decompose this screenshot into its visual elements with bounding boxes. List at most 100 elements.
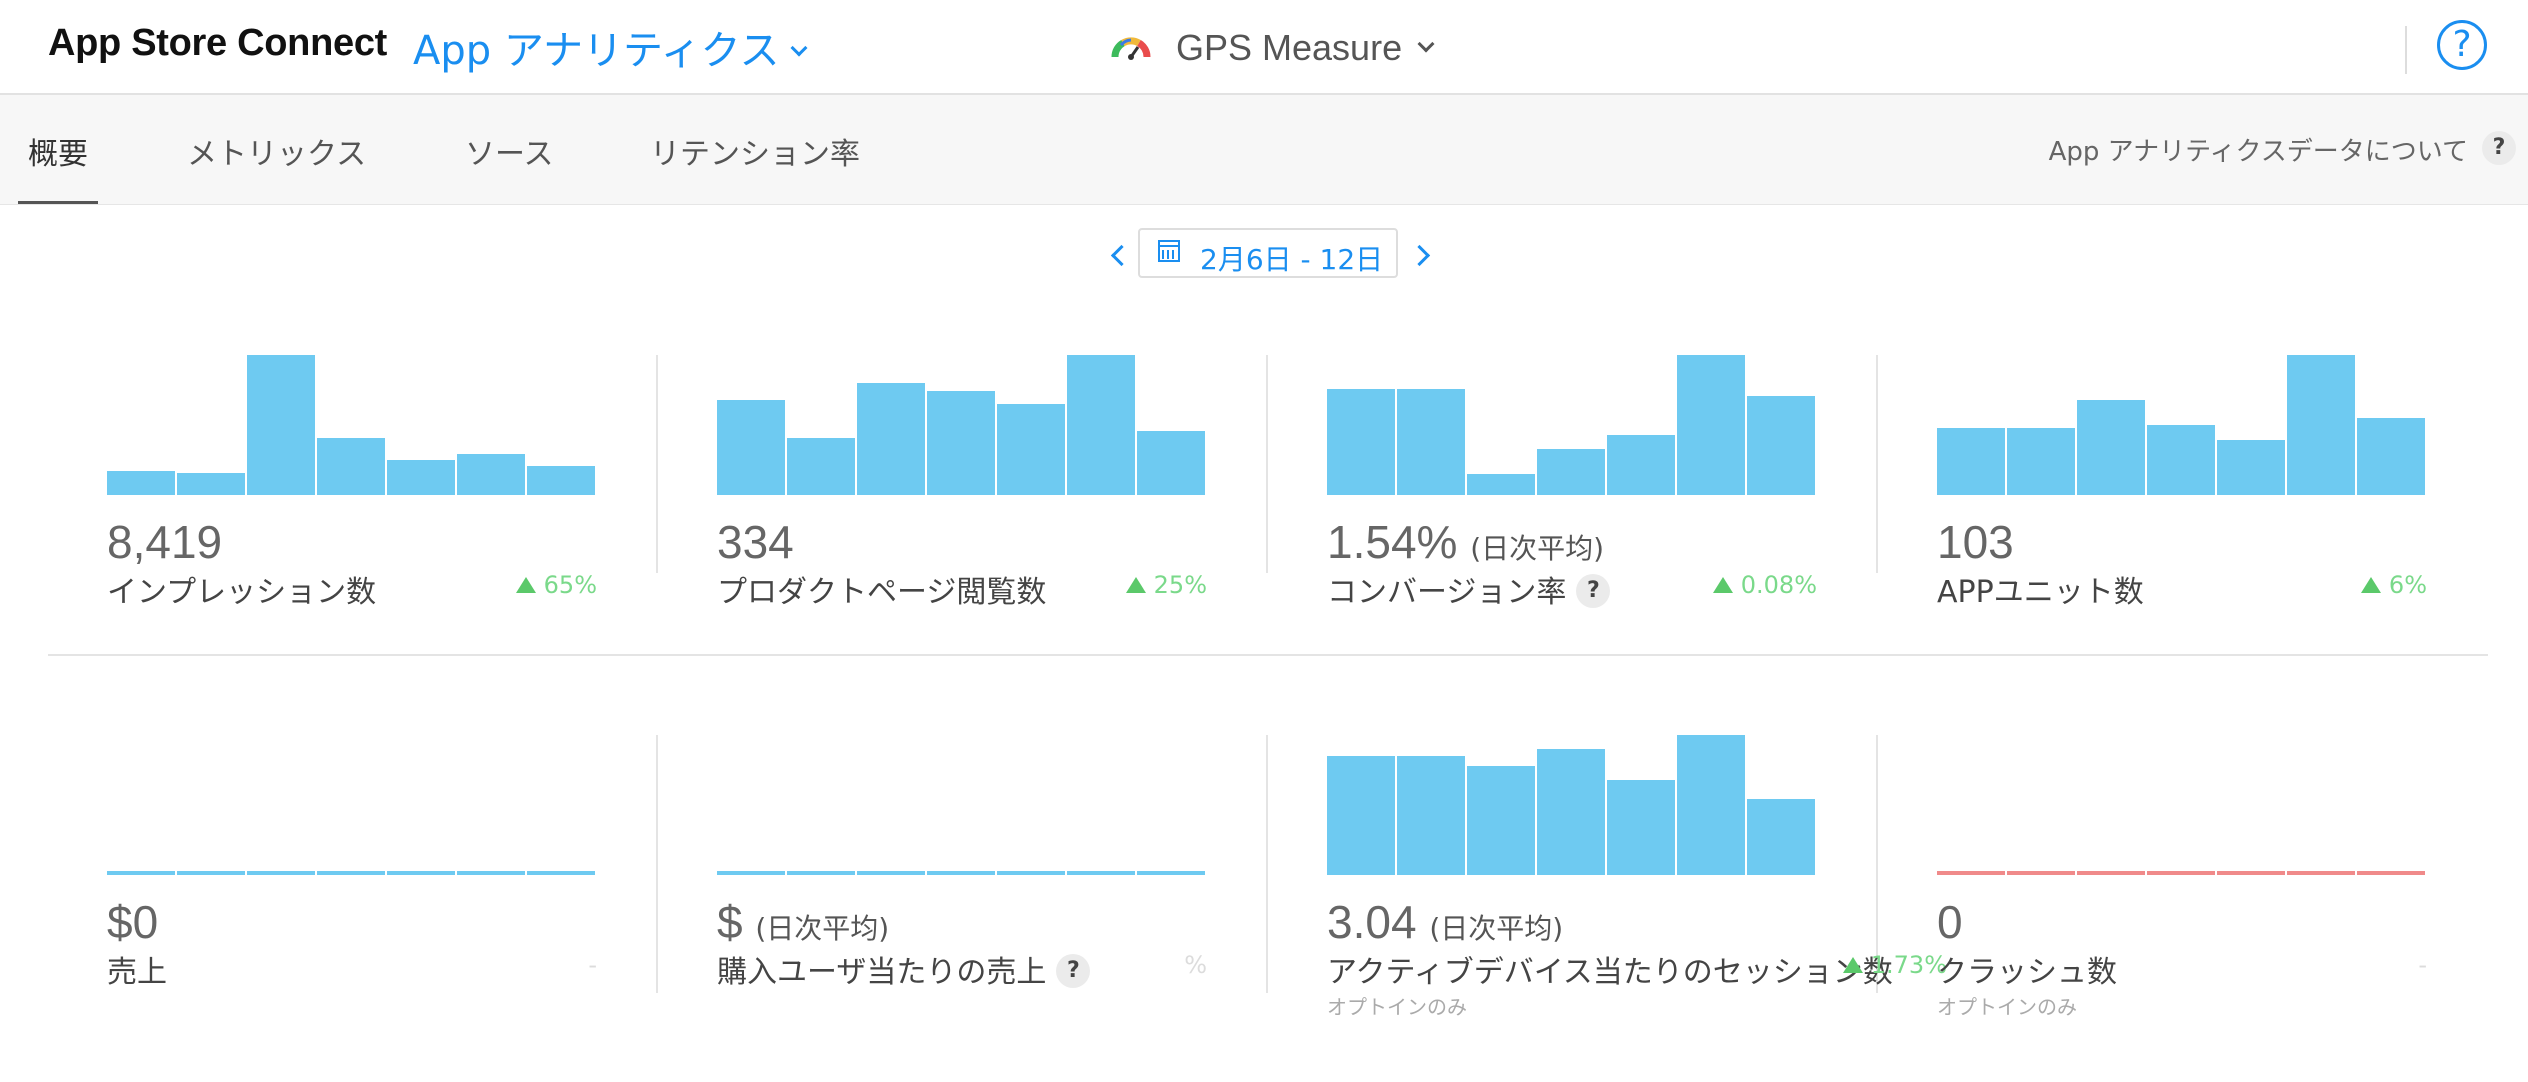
metric-impressions[interactable]: 8,419 インプレッション数 65% [107,355,627,635]
chart-bar[interactable] [787,438,855,495]
chart-bar[interactable] [1747,799,1815,875]
chart-bar-zero[interactable] [107,871,175,875]
chart-bar[interactable] [527,466,595,495]
chart-bar-zero[interactable] [857,871,925,875]
chart-bar[interactable] [457,454,525,495]
change-value: 1.73% [1870,951,1947,979]
change-value: 25% [1153,571,1207,599]
metric-app-units[interactable]: 103 APPユニット数 6% [1937,355,2457,635]
metric-sales[interactable]: $0 売上 - [107,735,627,1015]
app-units-label: APPユニット数 [1937,575,2144,610]
metric-product-page-views[interactable]: 334 プロダクトページ閲覧数 25% [717,355,1237,635]
crashes-value: 0 [1937,896,1963,948]
column-divider [656,355,658,573]
chart-bar[interactable] [1067,355,1135,495]
chart-bar-zero[interactable] [927,871,995,875]
chart-bar[interactable] [107,471,175,495]
value-qualifier: (日次平均) [755,912,890,945]
help-icon[interactable]: ? [1576,573,1611,608]
chart-bar[interactable] [2287,355,2355,495]
impressions-label: インプレッション数 [107,575,377,610]
chart-bar[interactable] [1607,435,1675,495]
chart-bar-zero[interactable] [2147,871,2215,875]
metric-crashes[interactable]: 0 クラッシュ数 - オプトインのみ [1937,735,2457,1019]
top-header: App Store Connect App アナリティクス GPS Measur… [0,0,2528,95]
column-divider [1266,735,1268,993]
change-value: 65% [543,571,597,599]
chart-bar[interactable] [1677,355,1745,495]
chart-bar[interactable] [247,355,315,495]
chart-bar[interactable] [1467,474,1535,495]
chart-bar-zero[interactable] [1067,871,1135,875]
chart-bar[interactable] [1467,766,1535,875]
chart-bar-zero[interactable] [387,871,455,875]
tab-metrics[interactable]: メトリックス [187,137,367,172]
chart-bar[interactable] [2357,418,2425,495]
chart-bar-zero[interactable] [717,871,785,875]
chart-bar[interactable] [1607,780,1675,875]
product-page-views-label: プロダクトページ閲覧数 [717,575,1047,610]
chart-bar[interactable] [1397,756,1465,875]
conversion-rate-value: 1.54% (日次平均) [1327,515,1604,569]
tab-retention[interactable]: リテンション率 [650,137,860,172]
column-divider [656,735,658,993]
chart-bar-zero[interactable] [2077,871,2145,875]
chart-bar-zero[interactable] [2217,871,2285,875]
previous-week-button[interactable] [1108,238,1132,272]
chart-bar[interactable] [1747,396,1815,495]
about-analytics-link[interactable]: App アナリティクスデータについて [2048,137,2468,167]
chart-bar[interactable] [2077,400,2145,495]
chart-bar-zero[interactable] [457,871,525,875]
date-range-label: 2月6日 - 12日 [1200,243,1384,276]
opt-in-note: オプトインのみ [1327,995,1467,1019]
chart-bar[interactable] [1397,389,1465,495]
about-help-icon[interactable]: ? [2482,131,2516,165]
help-icon[interactable]: ? [1056,953,1091,988]
chart-bar[interactable] [1327,756,1395,875]
chart-bar-zero[interactable] [2007,871,2075,875]
app-switcher[interactable]: GPS Measure [1110,24,1435,72]
chart-bar[interactable] [2147,425,2215,495]
chart-bar[interactable] [1537,449,1605,495]
chart-bar[interactable] [1937,428,2005,495]
metric-sales-per-paying-user[interactable]: $ (日次平均) 購入ユーザ当たりの売上? % [717,735,1237,1015]
brand-title[interactable]: App Store Connect [48,22,388,64]
chart-bar[interactable] [2217,440,2285,495]
tab-sources[interactable]: ソース [465,137,554,172]
chart-bar[interactable] [2007,428,2075,495]
chart-bar-zero[interactable] [527,871,595,875]
chart-bar-zero[interactable] [1137,871,1205,875]
chart-bar[interactable] [927,391,995,495]
chart-bar[interactable] [387,460,455,495]
chart-bar[interactable] [1677,735,1745,875]
metric-conversion-rate[interactable]: 1.54% (日次平均) コンバージョン率? 0.08% [1327,355,1847,635]
chart-bar[interactable] [717,400,785,495]
chart-bar[interactable] [857,383,925,495]
chart-bar-zero[interactable] [1937,871,2005,875]
chart-bar[interactable] [1327,389,1395,495]
column-divider [1876,355,1878,573]
chart-bar[interactable] [317,438,385,495]
chart-bar-zero[interactable] [2287,871,2355,875]
date-range-picker[interactable]: 2月6日 - 12日 [1138,228,1398,278]
sales-per-paying-user-value: $ (日次平均) [717,895,889,949]
chart-bar-zero[interactable] [2357,871,2425,875]
tab-overview[interactable]: 概要 [28,137,88,172]
chart-bar[interactable] [177,473,245,495]
help-button[interactable]: ? [2437,20,2487,70]
value-number: $ [717,896,743,948]
chart-bar[interactable] [1537,749,1605,875]
chart-bar-zero[interactable] [787,871,855,875]
chart-bar-zero[interactable] [177,871,245,875]
crashes-change: - [2418,951,2427,979]
chart-bar[interactable] [997,404,1065,495]
module-menu[interactable]: App アナリティクス [413,18,808,76]
product-page-views-chart [717,355,1207,495]
sales-change: - [588,951,597,979]
chart-bar-zero[interactable] [317,871,385,875]
metric-sessions-per-device[interactable]: 3.04 (日次平均) アクティブデバイス当たりのセッション数 1.73% オプ… [1327,735,1947,1019]
chart-bar-zero[interactable] [247,871,315,875]
chart-bar[interactable] [1137,431,1205,495]
next-week-button[interactable] [1410,238,1434,272]
chart-bar-zero[interactable] [997,871,1065,875]
